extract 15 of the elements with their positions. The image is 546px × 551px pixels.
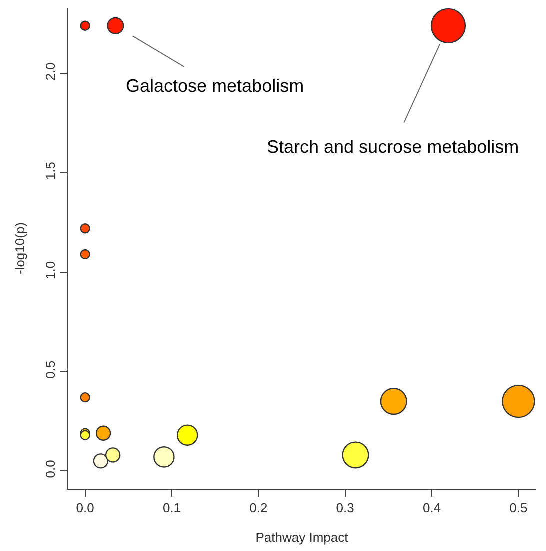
y-axis-title: -log10(p) [12,222,28,275]
annotation: Starch and sucrose metabolism [267,137,520,157]
y-tick-label: 2.0 [42,62,58,81]
y-tick-label: 1.5 [42,162,58,180]
x-tick-label: 0.1 [162,500,182,516]
y-tick-label: 0.0 [42,460,58,478]
x-tick-label: 0.4 [422,500,442,516]
x-axis-title: Pathway Impact [256,530,349,546]
x-tick-label: 0.0 [76,500,94,516]
y-tick-label: 0.5 [42,360,58,379]
x-tick-label: 0.3 [336,500,354,516]
x-tick-label: 0.2 [250,500,268,516]
annotation: Galactose metabolism [126,76,304,96]
x-tick-label: 0.5 [510,500,528,516]
y-tick-label: 1.0 [42,261,58,280]
